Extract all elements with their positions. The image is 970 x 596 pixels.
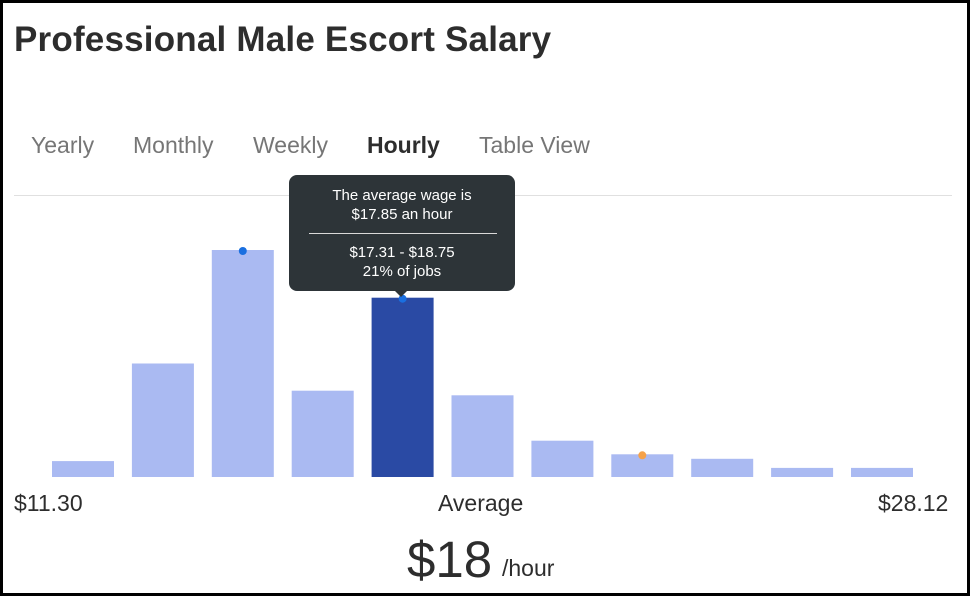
axis-max-label: $28.12: [878, 490, 949, 516]
histogram-bar[interactable]: [451, 395, 514, 477]
histogram-bar[interactable]: [611, 454, 674, 477]
tooltip-average-value: $17.85 an hour: [351, 206, 453, 223]
tab-monthly[interactable]: Monthly: [133, 132, 214, 158]
tab-table-view[interactable]: Table View: [479, 132, 590, 158]
marker-blue-dot: [238, 247, 247, 255]
histogram-bar[interactable]: [291, 390, 354, 477]
axis-min-label: $11.30: [14, 490, 83, 516]
tab-weekly[interactable]: Weekly: [253, 132, 328, 158]
average-wage-tooltip: The average wage is $17.85 an hour $17.3…: [289, 175, 515, 291]
tooltip-caret: [394, 290, 408, 297]
average-hourly-value: $18: [407, 531, 493, 588]
page-title: Professional Male Escort Salary: [14, 20, 552, 59]
tooltip-average-text: The average wage is: [332, 187, 472, 204]
hourly-unit: /hour: [502, 555, 555, 581]
histogram-bar[interactable]: [531, 440, 594, 477]
tab-hourly[interactable]: Hourly: [367, 132, 440, 158]
axis-average-label: Average: [438, 490, 524, 516]
tab-yearly[interactable]: Yearly: [31, 132, 95, 158]
histogram-bar[interactable]: [131, 363, 194, 478]
histogram-bar[interactable]: [771, 467, 834, 477]
tooltip-divider: [309, 233, 497, 234]
histogram-bar[interactable]: [52, 461, 114, 477]
histogram-bar[interactable]: [691, 458, 754, 477]
tooltip-range: $17.31 - $18.75: [349, 244, 455, 261]
histogram-bar[interactable]: [211, 250, 274, 477]
histogram-bar[interactable]: [371, 297, 434, 477]
marker-orange-dot: [638, 451, 647, 460]
tooltip-share: 21% of jobs: [362, 263, 442, 280]
histogram-bar[interactable]: [851, 467, 913, 477]
